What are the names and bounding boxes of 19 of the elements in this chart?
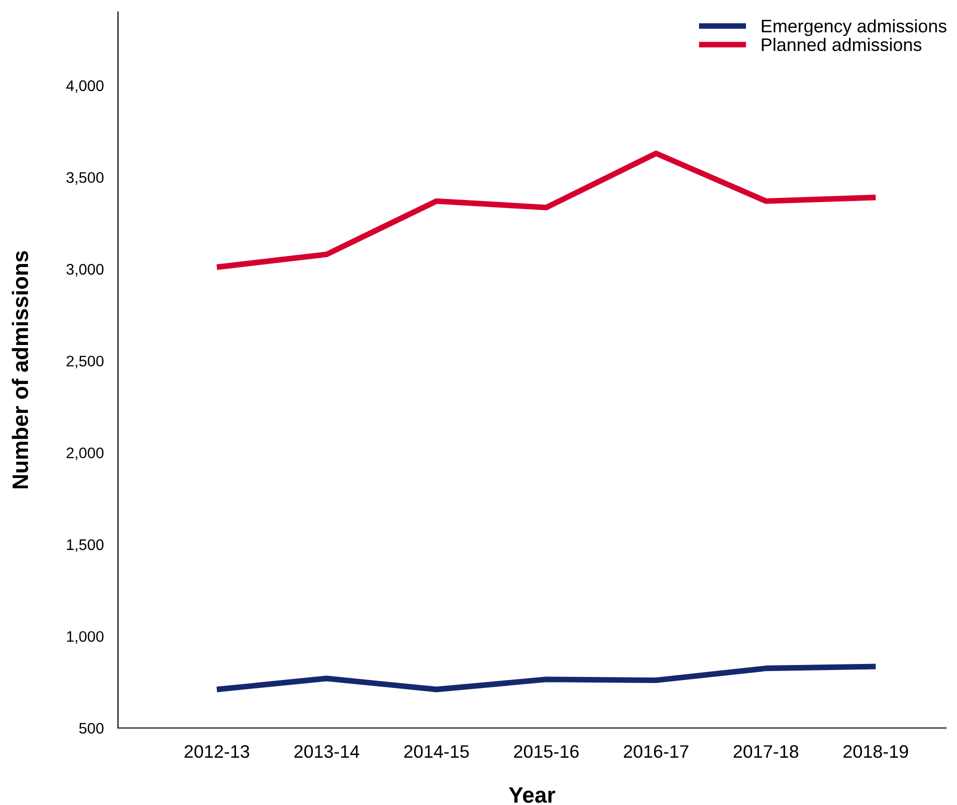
y-tick-label: 1,000 — [67, 631, 104, 644]
x-tick-label: 2015-16 — [514, 745, 579, 758]
y-tick-label: 500 — [79, 722, 104, 734]
y-tick-label: 3,000 — [66, 264, 104, 277]
x-tick-label: 2016-17 — [624, 745, 688, 758]
legend-label: Emergency admissions — [762, 19, 946, 36]
x-tick-label: 2018-19 — [844, 745, 908, 758]
y-tick-label: 2,500 — [66, 356, 104, 368]
y-axis-title: Number of admissions — [12, 251, 28, 488]
x-tick-label: 2014-15 — [404, 745, 469, 758]
x-tick-label: 2012-13 — [184, 745, 250, 758]
x-tick-label: 2017-18 — [734, 745, 798, 758]
y-tick-label: 4,000 — [66, 80, 104, 93]
x-tick-label: 2013-14 — [294, 745, 360, 758]
y-tick-label: 3,500 — [66, 172, 104, 185]
y-tick-label: 2,000 — [66, 447, 104, 460]
legend-label: Planned admissions — [762, 38, 922, 52]
y-tick-label: 1,500 — [67, 539, 104, 552]
x-axis-title: Year — [508, 787, 556, 803]
